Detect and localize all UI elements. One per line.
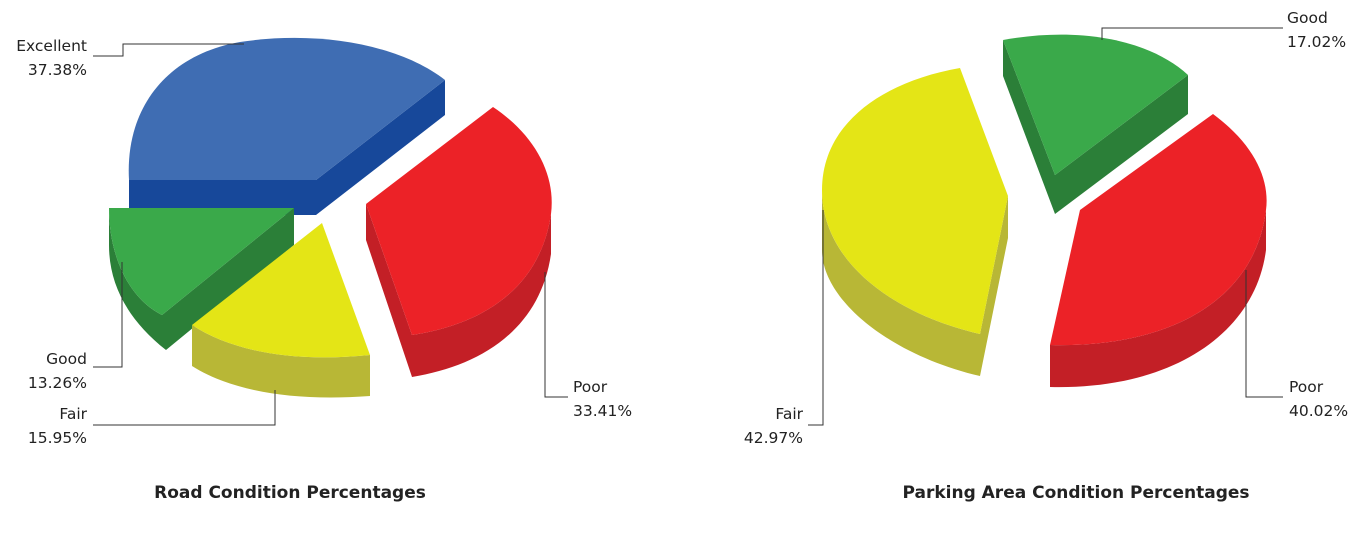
road-condition-chart: Excellent 37.38% Good 13.26% Fair 15.95%…: [16, 37, 632, 503]
parking-label-good: Good: [1287, 9, 1328, 27]
leader-line-road-fair: [93, 390, 276, 426]
parking-slice-good: [1003, 34, 1188, 176]
parking-slice-poor-side: [1050, 210, 1266, 388]
road-slice-excellent: [128, 37, 445, 180]
parking-value-good: 17.02%: [1287, 33, 1346, 51]
road-slice-poor-side: [366, 204, 551, 377]
leader-line-parking-fair: [808, 210, 824, 426]
parking-label-fair: Fair: [775, 405, 803, 423]
parking-slice-fair-side: [822, 190, 1008, 376]
road-value-fair: 15.95%: [28, 429, 87, 447]
road-slice-excellent-side: [129, 80, 445, 215]
road-value-excellent: 37.38%: [28, 61, 87, 79]
road-label-excellent: Excellent: [16, 37, 87, 55]
road-slice-sides: [109, 80, 551, 398]
road-slice-tops: [109, 37, 552, 358]
road-value-good: 13.26%: [28, 374, 87, 392]
road-value-poor: 33.41%: [573, 402, 632, 420]
road-slice-poor: [366, 107, 552, 335]
parking-label-poor: Poor: [1289, 378, 1324, 396]
parking-chart-title: Parking Area Condition Percentages: [902, 483, 1249, 503]
parking-condition-chart: Good 17.02% Poor 40.02% Fair 42.97% Park…: [744, 9, 1348, 503]
road-label-fair: Fair: [59, 405, 87, 423]
road-slice-good-side: [109, 208, 294, 350]
parking-slice-sides: [822, 40, 1266, 388]
parking-slice-tops: [822, 34, 1267, 346]
parking-value-poor: 40.02%: [1289, 402, 1348, 420]
road-label-good: Good: [46, 350, 87, 368]
parking-slice-poor: [1050, 114, 1267, 346]
leader-line-road-excellent: [93, 43, 244, 57]
parking-slice-good-side: [1003, 40, 1188, 214]
parking-value-fair: 42.97%: [744, 429, 803, 447]
leader-line-road-good: [93, 262, 123, 368]
road-slice-fair: [192, 223, 370, 358]
road-chart-title: Road Condition Percentages: [154, 483, 426, 503]
leader-line-road-poor: [544, 272, 568, 398]
leader-line-parking-poor: [1245, 270, 1283, 398]
road-label-poor: Poor: [573, 378, 608, 396]
road-slice-good: [109, 208, 294, 315]
road-slice-fair-side: [192, 325, 370, 398]
leader-line-parking-good: [1101, 27, 1283, 40]
parking-slice-fair: [822, 68, 1008, 334]
